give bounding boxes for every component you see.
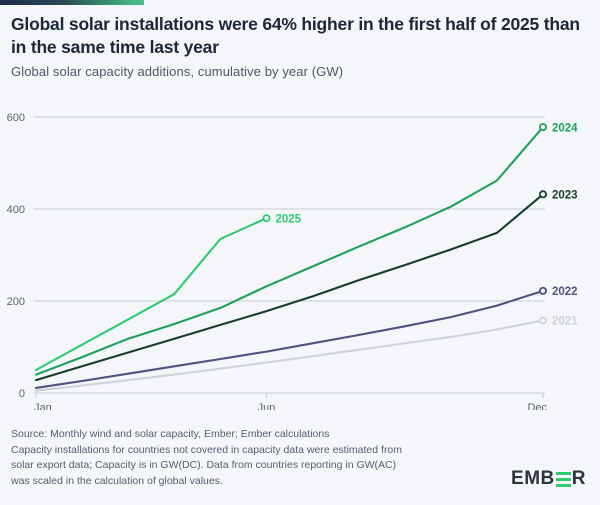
footnote-line-4: was scaled in the calculation of global … xyxy=(11,474,223,487)
series-label-2021: 2021 xyxy=(552,316,578,328)
series-line-2024 xyxy=(34,126,545,376)
brand-accent-bar xyxy=(0,0,144,5)
logo-text-left: EMB xyxy=(511,468,555,489)
page-subtitle: Global solar capacity additions, cumulat… xyxy=(11,64,344,79)
ember-e-icon xyxy=(555,471,571,487)
logo-text-right: R xyxy=(571,468,586,489)
series-label-2025: 2025 xyxy=(275,213,301,225)
series-label-2024: 2024 xyxy=(552,122,578,134)
x-axis-tick-Jun: Jun xyxy=(258,402,276,410)
series-line-2021 xyxy=(34,319,545,392)
series-end-marker-2024 xyxy=(539,123,548,132)
chart-canvas: 0 200 400 600 Jan Jun Dec 2025 2024 2023 2022 2021 xyxy=(7,112,579,410)
ember-logo: EMB R xyxy=(511,468,586,490)
series-line-2025 xyxy=(34,217,268,372)
series-end-marker-2023 xyxy=(539,190,548,199)
line-chart: 0 200 400 600 Jan Jun Dec 2025 2024 2023 2022 2021 xyxy=(0,100,600,410)
series-label-2022: 2022 xyxy=(552,286,578,298)
series-line-2023 xyxy=(34,193,545,382)
page-title: Global solar installations were 64% high… xyxy=(11,14,580,57)
y-axis-tick-0: 0 xyxy=(19,388,25,400)
footnote-line-1: Source: Monthly wind and solar capacity,… xyxy=(11,428,330,440)
footnote-line-2: Capacity installations for countries not… xyxy=(11,443,403,456)
series-end-marker-2025 xyxy=(262,214,271,223)
y-axis-tick-600: 600 xyxy=(7,112,25,124)
chart-footnote: Source: Monthly wind and solar capacity,… xyxy=(11,427,471,489)
series-line-2022 xyxy=(34,289,545,389)
x-axis-tick-Dec: Dec xyxy=(527,402,547,410)
series-end-marker-2021 xyxy=(539,316,548,325)
y-axis-tick-200: 200 xyxy=(7,296,25,308)
series-label-2023: 2023 xyxy=(552,189,578,201)
series-end-marker-2022 xyxy=(539,286,548,295)
y-axis-tick-400: 400 xyxy=(7,204,25,216)
x-axis-tick-Jan: Jan xyxy=(34,402,52,410)
footnote-line-3: solar export data; Capacity is in GW(DC)… xyxy=(11,459,397,471)
